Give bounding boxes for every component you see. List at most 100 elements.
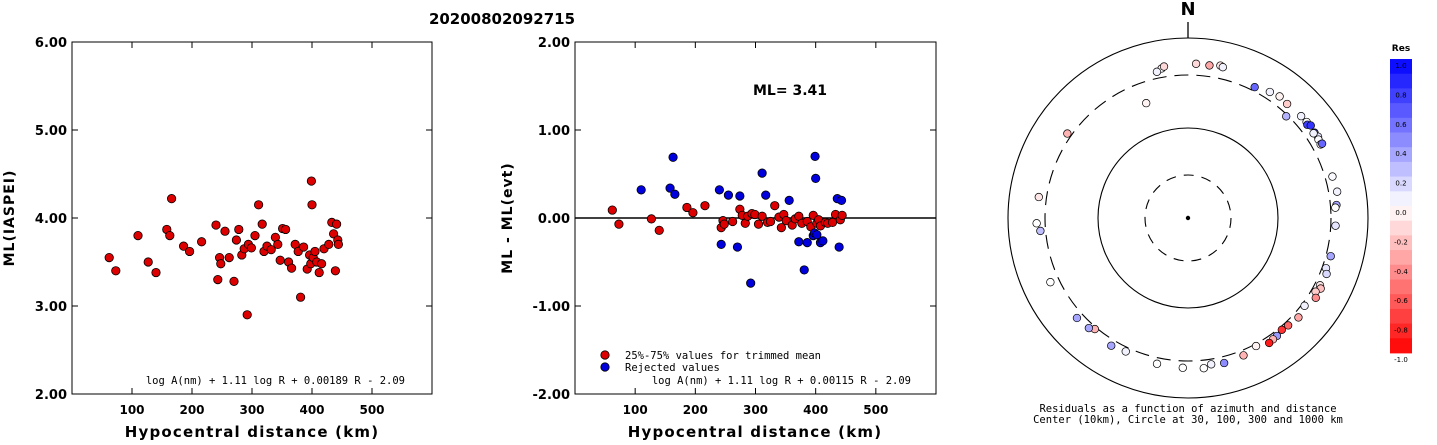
- azimuth-residual-panel: N Residuals as a function of azimuth and…: [1007, 0, 1369, 426]
- colorbar-tick-label: -1.0: [1394, 356, 1408, 364]
- y-tick-label: -1.00: [533, 300, 570, 315]
- data-point: [211, 220, 221, 230]
- station-marker: [1036, 226, 1045, 236]
- station-marker: [1121, 347, 1130, 356]
- colorbar-tick-label: -0.8: [1394, 327, 1408, 335]
- data-point: [234, 224, 244, 235]
- station-marker: [1251, 341, 1261, 351]
- y-axis-ticks: -2.00 -1.00 0.00 1.00 2.00: [533, 36, 936, 403]
- data-point: [776, 223, 786, 233]
- data-point: [654, 225, 664, 235]
- station-marker: [1191, 59, 1201, 68]
- colorbar-cell: [1390, 147, 1412, 163]
- data-point: [732, 242, 743, 252]
- colorbar-tick-label: -0.2: [1394, 238, 1408, 246]
- data-point: [757, 168, 767, 178]
- data-point: [765, 216, 776, 227]
- ring-1000km: [1007, 37, 1369, 399]
- data-point: [330, 266, 340, 276]
- x-axis-ticks: 100 200 300 400 500: [119, 42, 385, 417]
- data-point: [636, 185, 646, 195]
- station-marker: [1250, 83, 1259, 92]
- data-point: [133, 231, 143, 241]
- x-tick-label: 400: [803, 403, 828, 417]
- colorbar-cell: [1390, 176, 1412, 192]
- colorbar-tick-label: -0.6: [1394, 297, 1408, 305]
- data-point: [242, 310, 252, 320]
- epicenter-marker: [1185, 215, 1191, 221]
- data-point: [753, 219, 764, 229]
- colorbar-tick-label: 0.2: [1395, 180, 1406, 188]
- data-point: [761, 190, 771, 200]
- colorbar-cell: [1390, 88, 1412, 104]
- colorbar-cell: [1390, 264, 1412, 280]
- y-tick-label: -2.00: [533, 388, 570, 403]
- data-point: [714, 185, 725, 195]
- ml-annotation: ML= 3.41: [753, 83, 827, 99]
- colorbar-cell: [1390, 132, 1412, 148]
- data-point: [333, 239, 343, 249]
- colorbar-cell: [1390, 250, 1412, 266]
- data-point: [827, 217, 838, 227]
- station-marker: [1084, 323, 1094, 333]
- formula-label: log A(nm) + 1.11 log R + 0.00189 R - 2.0…: [146, 375, 405, 387]
- data-point: [151, 267, 161, 278]
- data-point: [220, 226, 230, 236]
- station-marker: [1034, 192, 1043, 202]
- station-marker: [1159, 62, 1169, 71]
- station-marker: [1207, 360, 1216, 369]
- ring-100km: [1097, 127, 1279, 309]
- data-point: [331, 219, 342, 229]
- colorbar-tick-label: 0.6: [1395, 121, 1407, 129]
- colorbar-cell: [1390, 161, 1412, 177]
- data-point: [254, 200, 264, 210]
- station-marker: [1326, 252, 1335, 261]
- data-point: [770, 201, 780, 211]
- data-points: [607, 151, 847, 288]
- station-marker: [1205, 61, 1214, 70]
- station-marker: [1300, 301, 1309, 310]
- colorbar-cell: [1390, 117, 1412, 133]
- station-marker: [1309, 129, 1318, 138]
- station-marker: [1306, 121, 1315, 130]
- y-axis-label: ML - ML(evt): [500, 162, 516, 273]
- colorbar-cell: [1390, 294, 1412, 310]
- data-point: [310, 246, 320, 257]
- y-tick-label: 0.00: [538, 212, 570, 227]
- y-tick-label: 1.00: [538, 124, 570, 139]
- data-point: [104, 253, 114, 263]
- data-point: [818, 236, 828, 246]
- station-marker: [1199, 364, 1208, 373]
- residual-colorbar: Res 1.0 0.8 0.6 0.4 0.2 0.0 -0.2 -0.4 -0.6 -0.8 -1…: [1390, 44, 1412, 364]
- plot-frame: [71, 41, 433, 395]
- data-point: [286, 263, 297, 273]
- station-marker: [1317, 139, 1327, 148]
- data-point: [216, 259, 226, 269]
- station-marker: [1331, 203, 1340, 212]
- y-axis-ticks: 2.00 3.00 4.00 5.00 6.00: [35, 36, 432, 403]
- page-title: 20200802092715: [429, 10, 575, 28]
- station-marker: [1311, 293, 1320, 302]
- station-marker: [1265, 87, 1274, 97]
- ml-residual-panel: 100 200 300 400 500 -2.00 -1.00 0.00 1.00 2.00 M…: [500, 36, 937, 441]
- colorbar-tick-label: 0.0: [1395, 209, 1406, 217]
- legend-label-rejected: Rejected values: [625, 362, 720, 374]
- station-markers: [1032, 59, 1342, 373]
- station-marker: [1046, 278, 1055, 287]
- data-point: [197, 237, 207, 247]
- data-point: [719, 219, 729, 229]
- data-point: [812, 230, 822, 240]
- data-points: [104, 176, 343, 320]
- station-marker: [1239, 351, 1248, 360]
- colorbar-title: Res: [1392, 44, 1410, 54]
- data-point: [231, 235, 241, 245]
- colorbar-cell: [1390, 279, 1412, 295]
- data-point: [280, 224, 291, 235]
- x-axis-ticks: 100 200 300 400 500: [623, 42, 888, 417]
- station-marker: [1294, 313, 1303, 322]
- data-point: [179, 241, 189, 251]
- caption-line-2: Center (10km), Circle at 30, 100, 300 an…: [1033, 414, 1343, 426]
- legend: 25%-75% values for trimmed mean Rejected…: [600, 350, 821, 374]
- colorbar-tick-label: 0.8: [1395, 91, 1406, 99]
